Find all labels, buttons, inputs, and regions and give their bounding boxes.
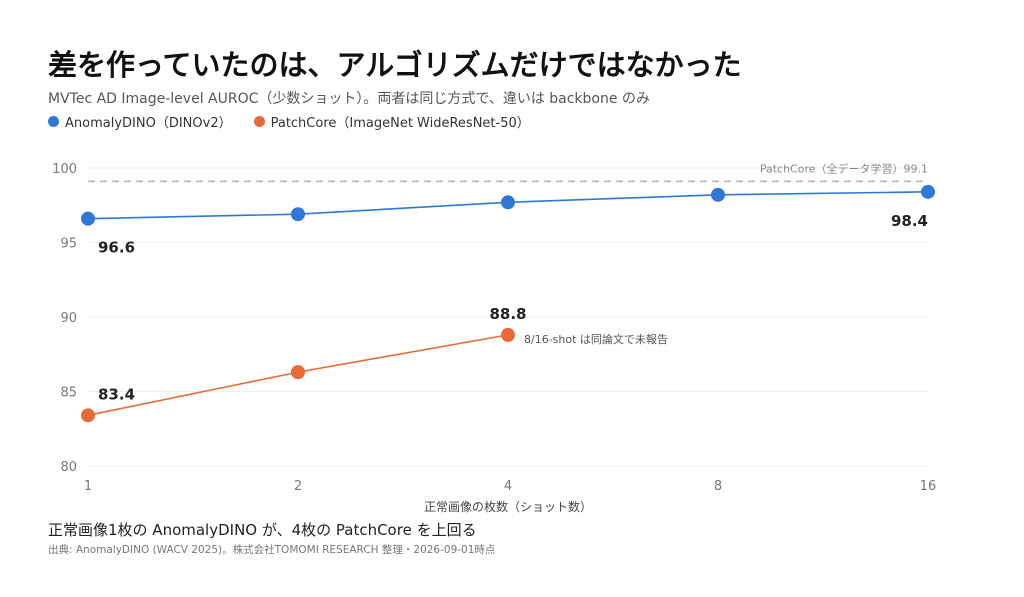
legend-label-patchcore: PatchCore（ImageNet WideResNet-50） (270, 116, 530, 131)
y-tick-label: 100 (52, 162, 77, 177)
data-label: 98.4 (891, 212, 928, 230)
data-point (81, 211, 95, 226)
legend-marker-anomalydino (48, 116, 59, 127)
data-point (291, 207, 305, 222)
data-point (81, 408, 95, 423)
chart-subtitle: MVTec AD Image-level AUROC（少数ショット）。両者は同じ… (48, 91, 650, 107)
data-point (501, 195, 515, 210)
reference-line-label: PatchCore（全データ学習）99.1 (760, 161, 928, 175)
legend-label-anomalydino: AnomalyDINO（DINOv2） (65, 116, 232, 131)
annotation-text: 8/16-shot は同論文で未報告 (524, 332, 668, 346)
x-tick-label: 16 (920, 479, 937, 494)
data-label: 88.8 (489, 305, 526, 323)
x-tick-label: 1 (84, 479, 92, 494)
y-tick-label: 90 (60, 311, 77, 326)
data-label: 96.6 (98, 239, 135, 257)
y-tick-label: 80 (60, 460, 77, 475)
data-point (501, 327, 515, 342)
legend-item-anomalydino: AnomalyDINO（DINOv2） (48, 112, 232, 131)
legend: AnomalyDINO（DINOv2） PatchCore（ImageNet W… (48, 112, 530, 131)
x-tick-label: 4 (504, 479, 512, 494)
y-tick-label: 85 (60, 386, 77, 401)
data-point (921, 184, 935, 199)
takeaway-text: 正常画像1枚の AnomalyDINO が、4枚の PatchCore を上回る (48, 521, 477, 539)
data-point (711, 187, 725, 202)
legend-marker-patchcore (253, 116, 265, 127)
data-point (291, 365, 305, 380)
x-axis-label: 正常画像の枚数（ショット数） (424, 499, 592, 514)
legend-item-patchcore: PatchCore（ImageNet WideResNet-50） (253, 112, 530, 131)
source-note: 出典: AnomalyDINO (WACV 2025)。株式会社TOMOMI R… (48, 544, 496, 556)
x-tick-label: 2 (294, 479, 302, 494)
y-tick-label: 95 (60, 237, 77, 252)
chart-title: 差を作っていたのは、アルゴリズムだけではなかった (48, 48, 742, 82)
data-label: 83.4 (98, 385, 135, 403)
x-tick-label: 8 (714, 479, 722, 494)
